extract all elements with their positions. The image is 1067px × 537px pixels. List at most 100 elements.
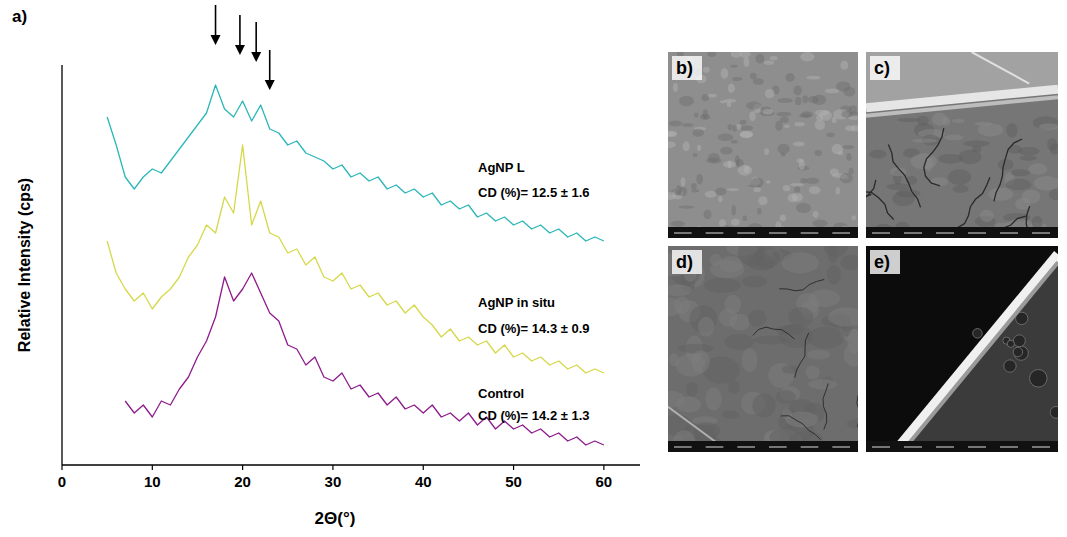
- label-patch: [870, 250, 900, 274]
- sem-grain: [740, 131, 753, 138]
- crack: [795, 333, 809, 378]
- x-tick: [513, 465, 514, 470]
- sem-ground: [668, 246, 858, 452]
- x-tick: [603, 465, 604, 470]
- crack: [924, 128, 944, 186]
- sem-grain: [842, 145, 854, 149]
- sem-grain: [838, 151, 844, 156]
- sem-grain: [793, 85, 801, 95]
- x-tick-label: 50: [505, 473, 522, 490]
- sem-grain: [705, 387, 722, 410]
- sem-grain: [731, 140, 738, 144]
- sem-pore: [1013, 335, 1025, 347]
- sem-grain: [694, 422, 720, 440]
- crack: [994, 139, 1022, 201]
- xrd-line: [107, 145, 604, 373]
- sem-grain: [978, 123, 1004, 136]
- sem-grain: [938, 154, 962, 164]
- sem-grain: [775, 121, 782, 131]
- sem-info-mark: [674, 232, 692, 234]
- peak-arrow: [265, 50, 275, 90]
- sem-grain: [800, 52, 814, 61]
- sem-info-mark: [968, 232, 986, 234]
- sem-info-mark: [936, 446, 954, 448]
- sem-grain: [826, 133, 834, 138]
- sem-grain: [848, 116, 858, 120]
- sem-grain: [764, 148, 769, 155]
- sem-grain: [696, 174, 703, 184]
- sem-grain: [692, 153, 697, 157]
- sem-grain: [755, 54, 764, 64]
- sem-grain: [669, 121, 682, 127]
- sem-pore: [1014, 346, 1028, 360]
- sem-grain: [694, 113, 698, 118]
- x-tick-label: 60: [596, 473, 613, 490]
- sem-fiber: [972, 52, 1030, 84]
- sem-grain: [740, 52, 751, 58]
- series-label: AgNP in situ: [478, 295, 555, 310]
- label-patch: [870, 56, 900, 80]
- sem-grain: [1028, 163, 1047, 175]
- sem-grain: [704, 278, 741, 293]
- sem-grain: [1019, 155, 1036, 160]
- sem-grain: [710, 260, 744, 279]
- micrograph-label: c): [874, 58, 890, 78]
- sem-grain: [980, 210, 994, 222]
- sem-grain: [720, 147, 733, 155]
- sem-grain: [730, 64, 737, 67]
- sem-grain: [751, 178, 764, 187]
- x-tick-label: 20: [234, 473, 251, 490]
- sem-grain: [795, 97, 802, 105]
- sem-grain: [824, 246, 848, 257]
- sem-info-mark: [968, 446, 986, 448]
- sem-grain: [846, 153, 851, 161]
- sem-grain: [998, 159, 1014, 170]
- sem-grain: [830, 168, 839, 175]
- sem-edge: [902, 262, 1058, 452]
- sem-grain: [715, 188, 726, 196]
- sem-grain: [851, 215, 856, 220]
- sem-grain: [720, 100, 726, 103]
- sem-grain: [763, 109, 773, 114]
- sem-grain: [827, 265, 841, 284]
- sem-info-mark: [872, 232, 890, 234]
- sem-grain: [765, 89, 775, 98]
- series-annotation: CD (%)= 12.5 ± 1.6: [478, 185, 590, 200]
- sem-grain: [728, 84, 735, 93]
- sem-grain: [703, 67, 710, 73]
- sem-grain: [742, 276, 766, 287]
- sem-info-mark: [904, 446, 922, 448]
- sem-ground: [866, 52, 1058, 238]
- x-tick: [152, 465, 153, 470]
- sem-grain: [796, 203, 811, 213]
- sem-grain: [815, 150, 822, 156]
- sem-grain: [668, 191, 676, 199]
- sem-grain: [847, 329, 858, 355]
- micrograph: [866, 246, 1058, 452]
- sem-info-bar: [668, 227, 858, 238]
- micrograph-label: e): [874, 252, 890, 272]
- sem-grain: [706, 158, 722, 164]
- sem-grain: [806, 178, 820, 184]
- sem-grain: [668, 141, 676, 148]
- sem-grain: [1047, 138, 1057, 151]
- sem-grain: [808, 379, 837, 389]
- sem-grain: [766, 180, 771, 183]
- sem-grain: [668, 298, 683, 317]
- sem-grain: [841, 255, 858, 270]
- crack: [753, 327, 795, 339]
- sem-grain: [679, 96, 694, 106]
- sem-grain: [809, 186, 821, 194]
- sem-edge: [895, 254, 1058, 452]
- sem-grain: [731, 219, 740, 226]
- sem-info-mark: [832, 232, 850, 234]
- y-axis-title: Relative Intensity (cps): [16, 178, 33, 352]
- label-patch: [672, 56, 702, 80]
- sem-grain: [718, 134, 734, 142]
- sem-grain: [721, 68, 729, 79]
- x-tick-label: 10: [144, 473, 161, 490]
- sem-ground: [866, 246, 1058, 452]
- sem-info-mark: [769, 446, 787, 448]
- micrograph: [866, 52, 1058, 238]
- sem-grain: [691, 189, 699, 192]
